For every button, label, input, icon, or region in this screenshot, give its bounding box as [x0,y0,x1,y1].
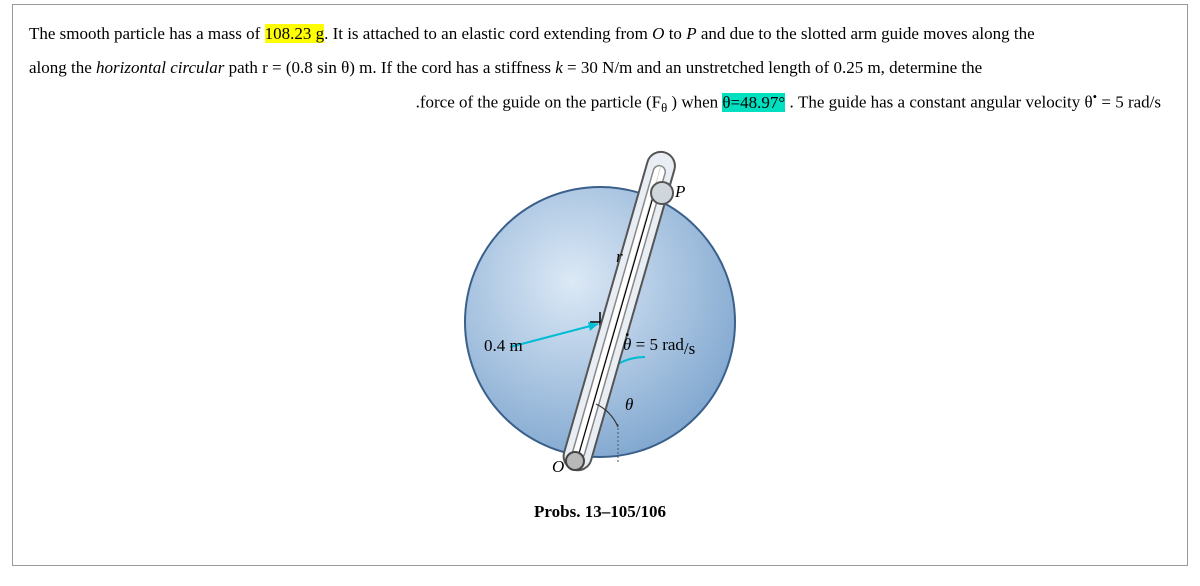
letter-O: O [652,24,664,43]
text-part4: path r = (0.8 sin θ) m. If the cord has … [224,58,555,77]
mass-highlight: 108.23 g [265,24,325,43]
particle-p [651,182,673,204]
figure: 0.4 m P r θ = 5 rad/s θ O Probs. 13–105/… [440,132,760,522]
text-prepath: along the [29,58,96,77]
radius-label: 0.4 m [484,336,523,356]
theta-highlight: θ=48.97° [722,93,785,112]
text-to: to [664,24,686,43]
theta-label: θ [625,395,633,415]
text-part3: and due to the slotted arm guide moves a… [697,24,1035,43]
omega-label: θ = 5 rad/s [623,335,695,355]
k-symbol: k [555,58,563,77]
figure-svg [440,132,760,522]
text-part2: . It is attached to an elastic cord exte… [324,24,652,43]
horizontal-circular: horizontal circular [96,58,224,77]
line3-prefix: .force of the guide on the particle (F [416,93,661,112]
k-value: = 30 N/m and an unstretched length of 0.… [563,58,982,77]
pivot-o [566,452,584,470]
line3-mid: ) when [667,93,722,112]
thetadot-eq: = 5 rad/s [1097,93,1161,112]
problem-statement: The smooth particle has a mass of 108.23… [29,17,1171,85]
p-label: P [675,182,685,202]
text-part1: The smooth particle has a mass of [29,24,265,43]
line3-mid2: . The guide has a constant angular veloc… [785,93,1084,112]
r-label: r [616,247,623,267]
line-3: .force of the guide on the particle (Fθ … [29,85,1161,122]
theta-symbol: θ [1084,93,1092,112]
figure-caption: Probs. 13–105/106 [440,502,760,522]
page-container: The smooth particle has a mass of 108.23… [12,4,1188,566]
o-label: O [552,457,564,477]
letter-P: P [686,24,696,43]
